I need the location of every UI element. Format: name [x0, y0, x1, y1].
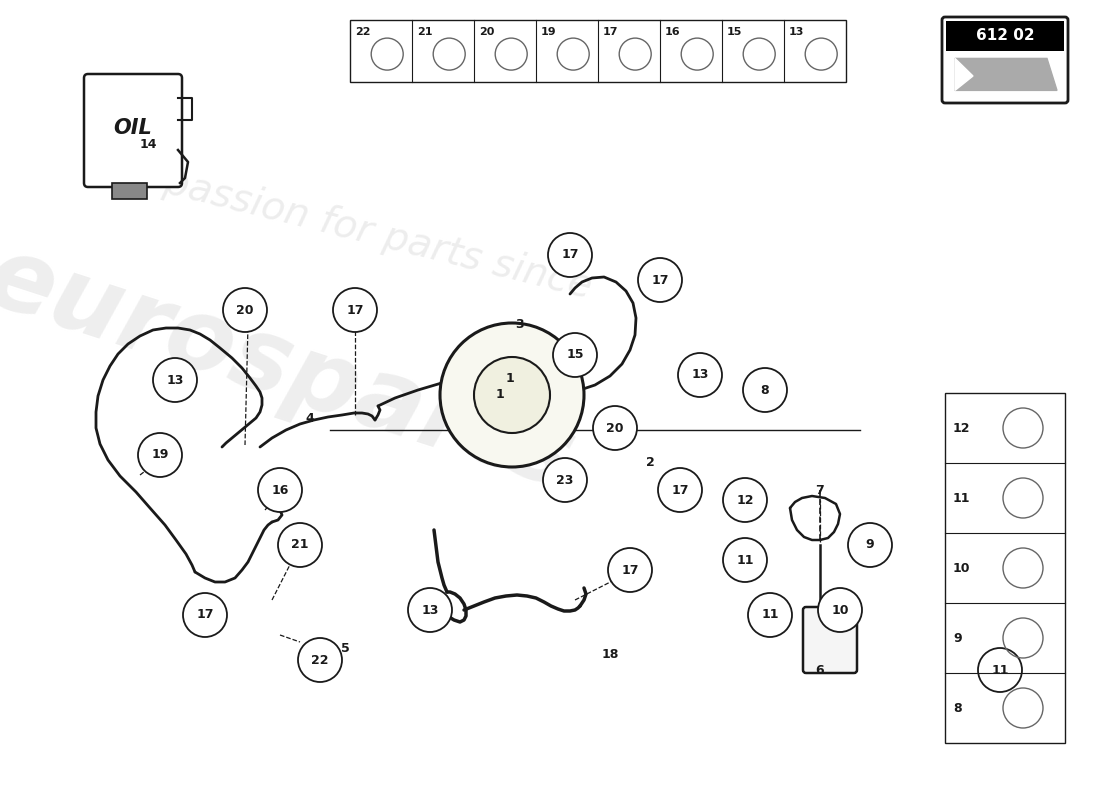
FancyBboxPatch shape [803, 607, 857, 673]
Text: 21: 21 [292, 538, 309, 551]
Text: 17: 17 [621, 563, 639, 577]
Text: 15: 15 [727, 27, 742, 37]
Text: 5: 5 [341, 642, 350, 654]
Circle shape [638, 258, 682, 302]
Circle shape [723, 538, 767, 582]
Circle shape [474, 357, 550, 433]
Text: 17: 17 [603, 27, 618, 37]
Text: 1: 1 [506, 371, 515, 385]
Circle shape [333, 288, 377, 332]
Circle shape [742, 368, 786, 412]
Text: 22: 22 [355, 27, 371, 37]
Text: 21: 21 [417, 27, 432, 37]
Circle shape [593, 406, 637, 450]
Circle shape [818, 588, 862, 632]
Text: 19: 19 [541, 27, 557, 37]
Text: 6: 6 [816, 663, 824, 677]
Text: 2: 2 [646, 457, 654, 470]
Text: 13: 13 [166, 374, 184, 386]
Text: 4: 4 [306, 411, 315, 425]
Circle shape [440, 323, 584, 467]
Text: 20: 20 [606, 422, 624, 434]
Circle shape [978, 648, 1022, 692]
Text: 16: 16 [666, 27, 681, 37]
Text: 8: 8 [761, 383, 769, 397]
Text: 17: 17 [561, 249, 579, 262]
Text: OIL: OIL [113, 118, 153, 138]
Text: 13: 13 [421, 603, 439, 617]
Text: 7: 7 [815, 483, 824, 497]
Text: 11: 11 [991, 663, 1009, 677]
Text: 19: 19 [152, 449, 168, 462]
Text: 17: 17 [196, 609, 213, 622]
Text: 13: 13 [691, 369, 708, 382]
FancyBboxPatch shape [942, 17, 1068, 103]
Circle shape [298, 638, 342, 682]
Text: 20: 20 [236, 303, 254, 317]
Text: eurosparts: eurosparts [0, 230, 586, 510]
FancyBboxPatch shape [84, 74, 182, 187]
Text: 12: 12 [736, 494, 754, 506]
Text: 11: 11 [953, 491, 970, 505]
Text: 14: 14 [140, 138, 156, 151]
Circle shape [608, 548, 652, 592]
Text: 18: 18 [602, 649, 618, 662]
Polygon shape [955, 58, 1057, 90]
Text: 10: 10 [832, 603, 849, 617]
Text: 22: 22 [311, 654, 329, 666]
Circle shape [658, 468, 702, 512]
Text: 23: 23 [557, 474, 574, 486]
Circle shape [223, 288, 267, 332]
Circle shape [153, 358, 197, 402]
Text: 12: 12 [953, 422, 970, 434]
Text: 16: 16 [272, 483, 288, 497]
Circle shape [548, 233, 592, 277]
Text: 8: 8 [953, 702, 961, 714]
Text: 10: 10 [953, 562, 970, 574]
Circle shape [278, 523, 322, 567]
Circle shape [408, 588, 452, 632]
Text: 20: 20 [478, 27, 494, 37]
Circle shape [183, 593, 227, 637]
Text: 3: 3 [516, 318, 525, 331]
Polygon shape [955, 58, 974, 90]
Text: 9: 9 [953, 631, 961, 645]
Text: 11: 11 [736, 554, 754, 566]
Text: 612 02: 612 02 [976, 28, 1034, 42]
Circle shape [748, 593, 792, 637]
Text: 9: 9 [866, 538, 874, 551]
Text: 17: 17 [346, 303, 364, 317]
Text: 1: 1 [496, 389, 505, 402]
Circle shape [848, 523, 892, 567]
Circle shape [723, 478, 767, 522]
FancyBboxPatch shape [946, 21, 1064, 51]
Text: 17: 17 [651, 274, 669, 286]
Circle shape [678, 353, 722, 397]
Circle shape [553, 333, 597, 377]
Text: a passion for parts since: a passion for parts since [124, 154, 595, 306]
Text: 17: 17 [671, 483, 689, 497]
Circle shape [258, 468, 303, 512]
Text: 13: 13 [789, 27, 804, 37]
Circle shape [543, 458, 587, 502]
Text: 15: 15 [566, 349, 584, 362]
Text: 11: 11 [761, 609, 779, 622]
FancyBboxPatch shape [112, 183, 147, 199]
Circle shape [138, 433, 182, 477]
